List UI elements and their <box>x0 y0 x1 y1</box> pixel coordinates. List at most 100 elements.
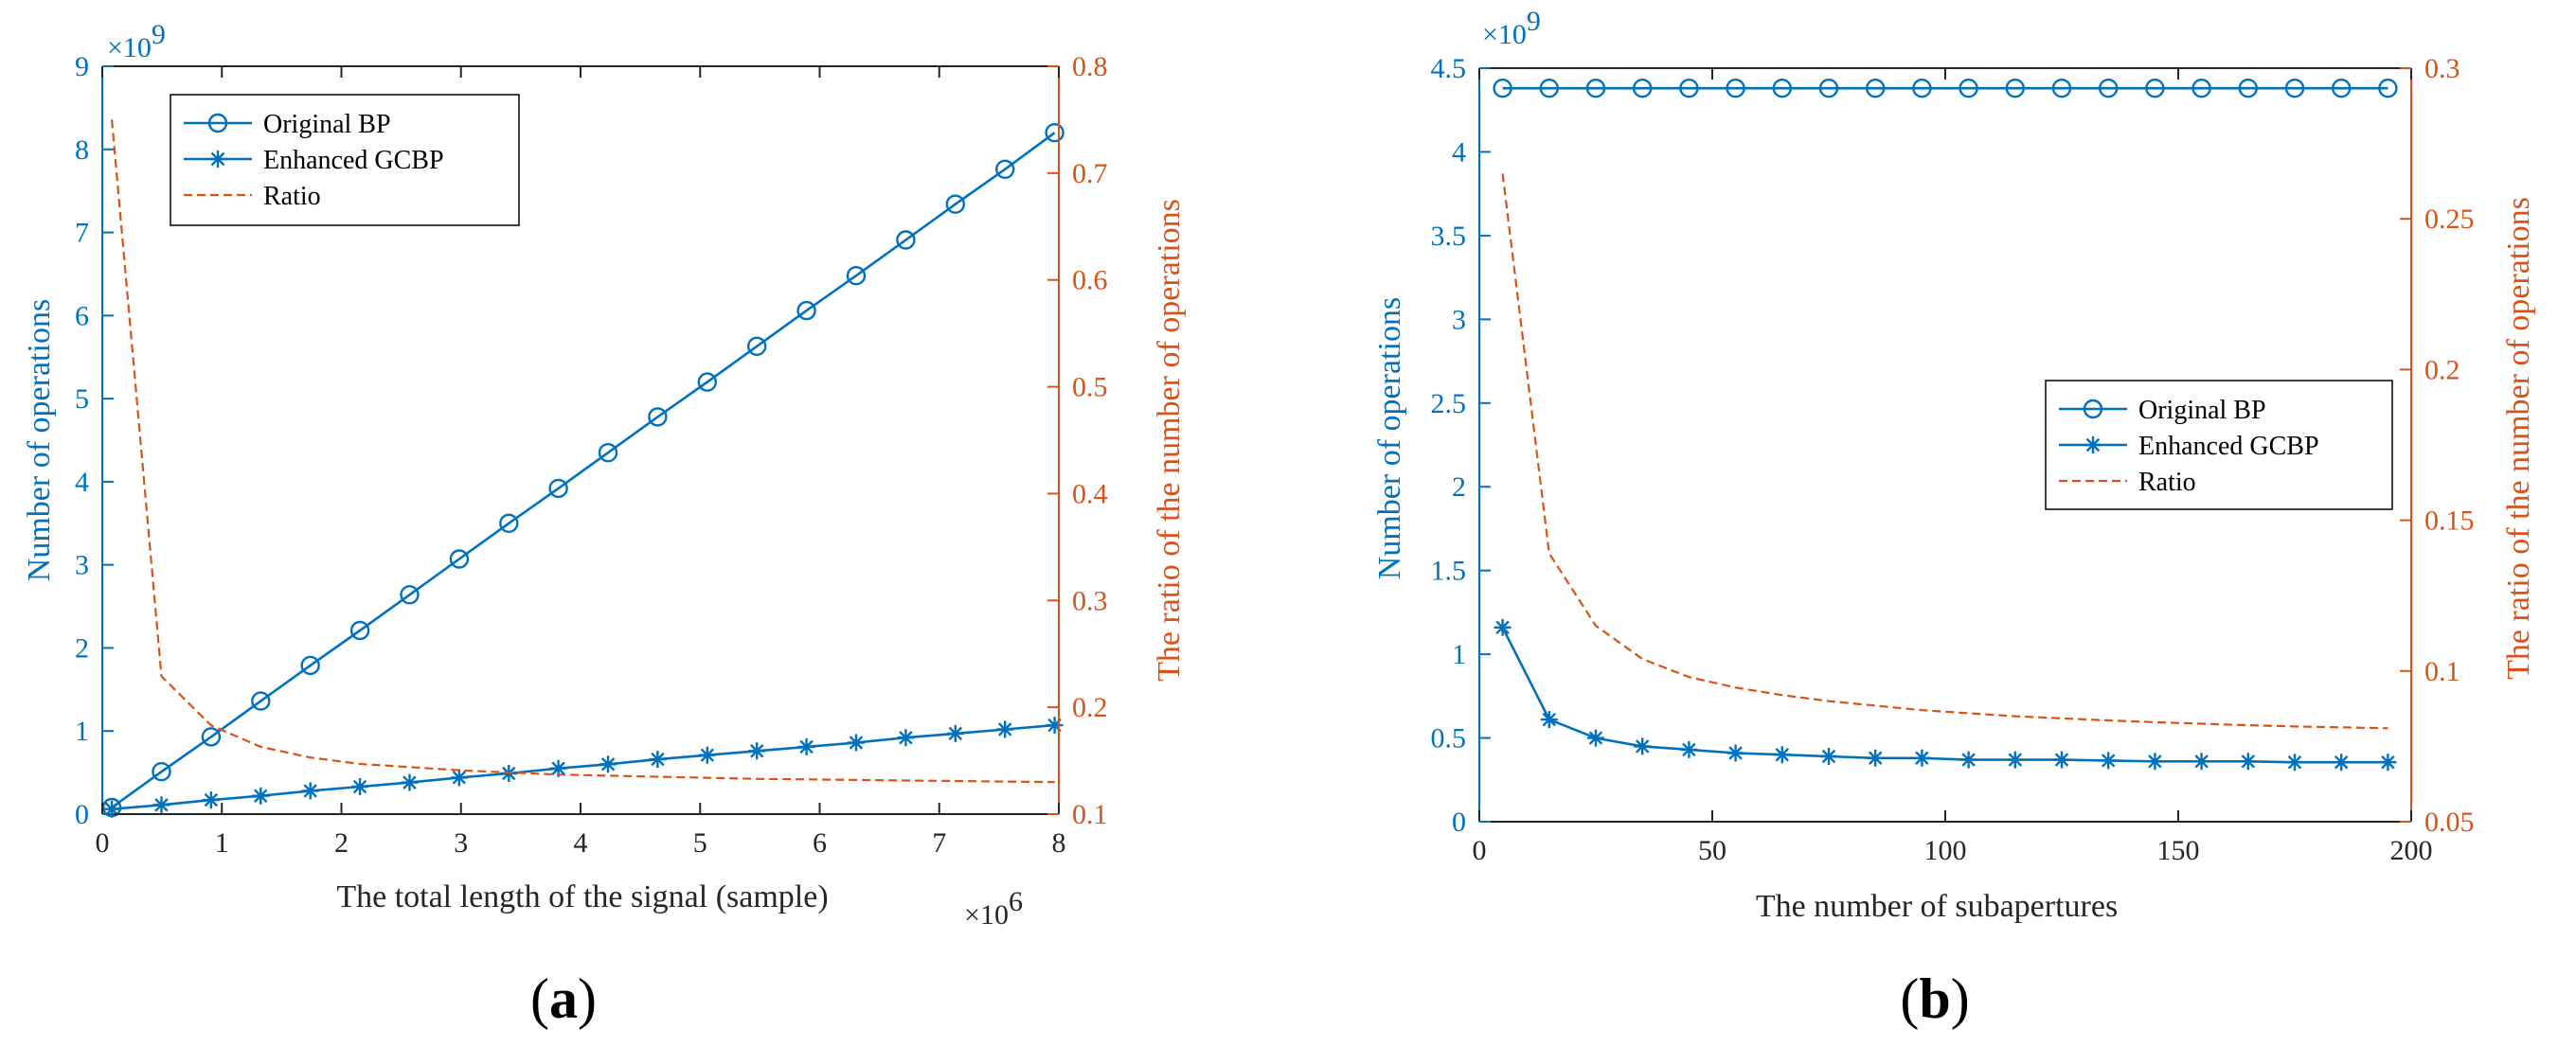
y-left-tick-label: 2.5 <box>1431 388 1467 419</box>
legend-marker <box>2083 399 2103 419</box>
data-point <box>251 691 271 711</box>
data-point <box>450 769 468 787</box>
panel-label-b: (b) <box>1900 967 1969 1030</box>
legend-entry: Enhanced GCBP <box>184 146 444 175</box>
data-point <box>201 727 222 747</box>
data-point <box>945 194 965 214</box>
y-left-axis-label: Number of operations <box>22 299 57 581</box>
y-left-tick-label: 1 <box>1452 639 1466 670</box>
y-right-axis-label: The ratio of the number of operations <box>1152 199 1187 682</box>
data-point <box>598 443 618 463</box>
y-left-tick-label: 4.5 <box>1431 53 1467 84</box>
data-point <box>2098 78 2119 98</box>
y-right-tick-label: 0.1 <box>1072 799 1108 830</box>
legend-marker <box>2084 436 2102 453</box>
series-enhanced-gcbp <box>103 717 1064 818</box>
data-point <box>1867 749 1885 767</box>
data-point <box>152 796 170 814</box>
x-axis-label: The total length of the signal (sample) <box>336 879 828 914</box>
y-left-tick-label: 6 <box>75 300 89 331</box>
data-point <box>1680 740 1698 758</box>
chart-panel-a: 0 1 2 3 4 5 6 7 8 0 1 2 3 4 5 6 7 8 9 0.1 0.2 0.3 0.4 0.5 0.6 0.7… <box>22 19 1187 1030</box>
y-right-tick-label: 0.25 <box>2424 204 2475 235</box>
series-original-bp <box>1493 78 2398 98</box>
y-right-tick-label: 0.2 <box>2424 354 2460 385</box>
series-enhanced-gcbp <box>1494 618 2397 772</box>
data-point <box>846 266 867 286</box>
y-left-tick-label: 0.5 <box>1431 723 1467 754</box>
y-left-tick-label: 0 <box>75 799 89 830</box>
data-point <box>2146 753 2164 771</box>
y-left-tick-label: 9 <box>75 51 89 82</box>
data-point <box>2145 78 2165 98</box>
y-right-tick-label: 0.5 <box>1072 372 1108 403</box>
data-point <box>2100 752 2118 770</box>
data-point <box>2284 78 2305 98</box>
y-right-axis-label: The ratio of the number of operations <box>2501 197 2536 680</box>
series-line <box>1501 173 2388 730</box>
data-point <box>599 755 617 773</box>
data-point <box>2333 754 2351 772</box>
data-point <box>499 513 519 533</box>
data-point <box>896 230 916 250</box>
x-tick-label: 1 <box>215 827 229 859</box>
y-left-tick-label: 4 <box>1452 136 1466 168</box>
data-point <box>1540 711 1558 729</box>
legend: Original BP Enhanced GCBP Ratio <box>170 94 520 226</box>
data-point <box>2006 751 2024 769</box>
legend-label: Enhanced GCBP <box>263 146 444 175</box>
y-left-tick-label: 0 <box>1452 807 1466 838</box>
data-point <box>1726 78 1745 98</box>
y-left-tick-label: 1.5 <box>1431 556 1467 587</box>
data-point <box>152 762 171 782</box>
data-point <box>1820 748 1837 765</box>
legend-label: Original BP <box>2138 396 2266 425</box>
y-right-tick-label: 0.4 <box>1072 478 1108 509</box>
data-point <box>2286 754 2303 772</box>
data-point <box>449 549 470 569</box>
legend-entry: Enhanced GCBP <box>2059 432 2319 461</box>
y-left-tick-label: 8 <box>75 134 89 166</box>
data-point <box>1959 751 1977 769</box>
data-point <box>351 778 369 795</box>
data-point <box>1726 744 1744 762</box>
series-line <box>111 132 1056 809</box>
y-right-tick-label: 0.6 <box>1072 265 1108 296</box>
y-right-tick-label: 0.8 <box>1072 51 1108 82</box>
y-left-axis-label: Number of operations <box>1372 297 1407 579</box>
y-left-tick-label: 7 <box>75 218 89 249</box>
data-point <box>1818 78 1839 98</box>
data-point <box>848 734 865 752</box>
data-point <box>698 746 716 764</box>
legend-entry: Ratio <box>2059 468 2196 497</box>
series-line <box>111 119 1055 784</box>
data-point <box>2051 78 2072 98</box>
data-point <box>1046 717 1064 735</box>
series-ratio <box>111 119 1055 784</box>
data-point <box>649 751 667 769</box>
data-point <box>796 300 816 321</box>
legend-entry: Original BP <box>184 110 391 139</box>
data-point <box>697 372 717 392</box>
x-tick-label: 150 <box>2157 835 2200 866</box>
y-left-tick-label: 5 <box>75 383 89 415</box>
chart-panel-b: 0 50 100 150 200 0 0.5 1 1.5 2 2.5 3 3.5 4 4.5 0.05 0.1 0… <box>1372 6 2536 1030</box>
data-point <box>996 720 1014 738</box>
x-tick-label: 0 <box>96 827 110 859</box>
data-point <box>1959 78 1978 98</box>
data-point <box>1045 122 1064 143</box>
y-left-tick-label: 1 <box>75 716 89 747</box>
y-right-tick-label: 0.3 <box>1072 585 1108 616</box>
x-tick-label: 200 <box>2390 835 2433 866</box>
data-point <box>1679 78 1699 98</box>
legend-marker <box>207 113 228 133</box>
legend-label: Original BP <box>263 110 391 139</box>
data-point <box>1912 78 1932 98</box>
data-point <box>301 782 319 800</box>
data-point <box>1494 618 1512 636</box>
x-tick-label: 50 <box>1698 835 1726 866</box>
legend-label: Enhanced GCBP <box>2138 432 2319 461</box>
data-point <box>2192 753 2210 771</box>
data-point <box>2378 78 2398 98</box>
